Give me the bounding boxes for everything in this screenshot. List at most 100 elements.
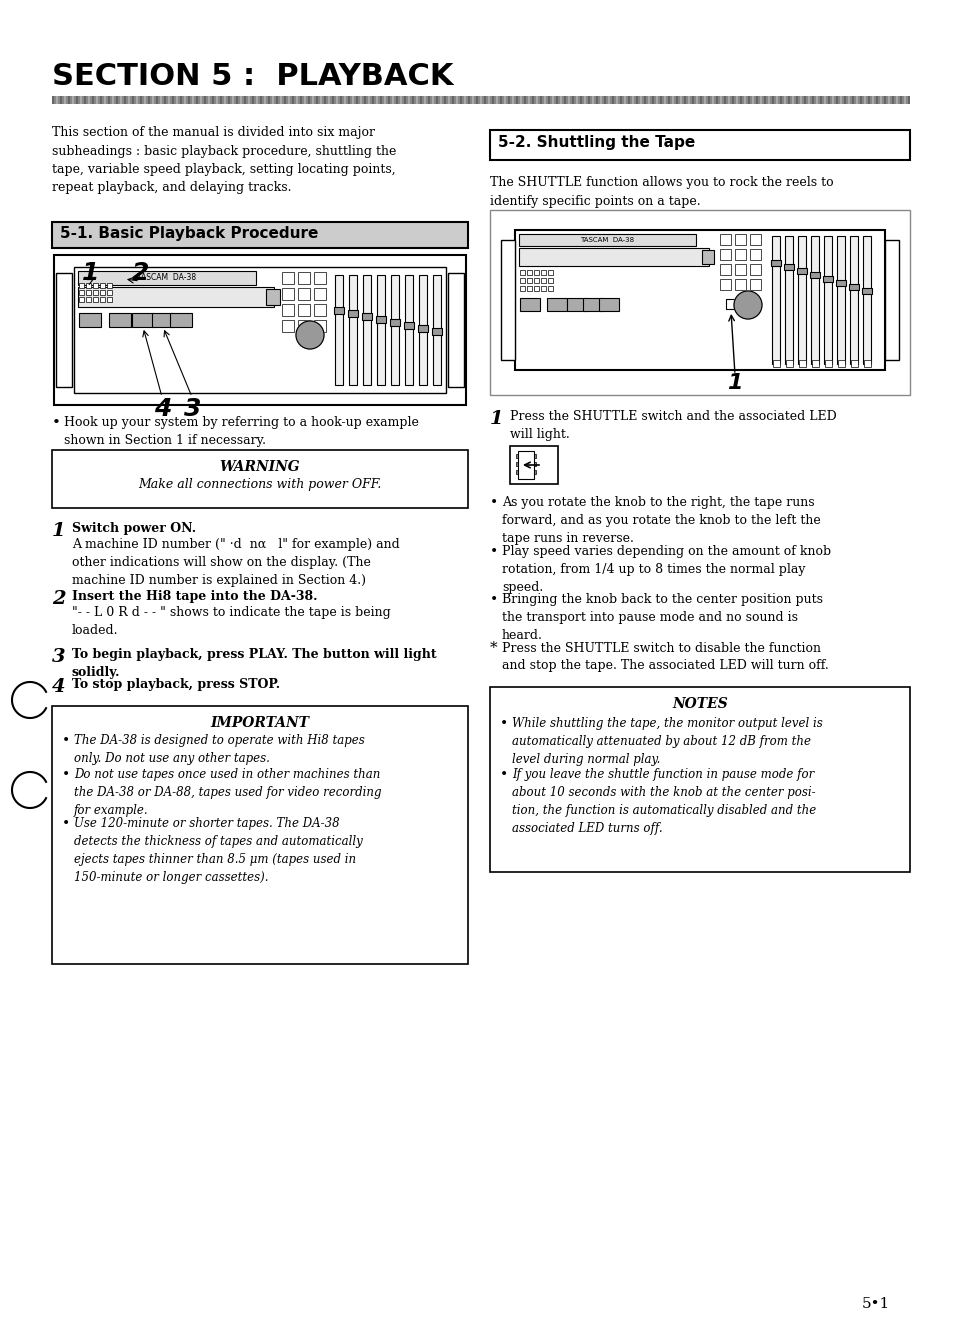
Bar — [859, 96, 862, 104]
Bar — [297, 320, 310, 332]
Bar — [696, 96, 698, 104]
Bar — [651, 96, 654, 104]
Bar — [519, 96, 521, 104]
Bar — [843, 96, 845, 104]
Bar — [492, 96, 494, 104]
Bar — [74, 266, 446, 394]
Bar — [734, 249, 745, 260]
Bar — [547, 96, 550, 104]
Bar — [86, 297, 91, 303]
Text: To stop playback, press STOP.: To stop playback, press STOP. — [71, 678, 280, 691]
Bar — [416, 96, 417, 104]
Bar — [836, 236, 844, 364]
Bar — [867, 96, 869, 104]
Bar — [272, 96, 274, 104]
Text: While shuttling the tape, the monitor output level is
automatically attenuated b: While shuttling the tape, the monitor ou… — [512, 716, 821, 766]
Bar — [596, 96, 598, 104]
Bar — [392, 96, 394, 104]
Bar — [731, 96, 733, 104]
Bar — [667, 96, 669, 104]
Bar — [282, 320, 294, 332]
Bar — [292, 96, 294, 104]
Text: "- - L 0 R d - - " shows to indicate the tape is being
loaded.: "- - L 0 R d - - " shows to indicate the… — [71, 607, 391, 637]
Bar — [136, 96, 138, 104]
Bar — [547, 270, 553, 274]
Bar — [192, 96, 193, 104]
Bar — [264, 96, 266, 104]
Bar — [152, 96, 153, 104]
Bar — [339, 96, 341, 104]
Bar — [518, 234, 696, 246]
Bar — [835, 96, 837, 104]
Text: Press the SHUTTLE switch to disable the function
and stop the tape. The associat: Press the SHUTTLE switch to disable the … — [501, 641, 828, 672]
Bar — [297, 288, 310, 300]
Bar — [552, 96, 554, 104]
Bar — [78, 287, 274, 307]
Bar — [507, 96, 510, 104]
Text: •: • — [62, 817, 71, 830]
Bar — [891, 96, 893, 104]
Bar — [288, 96, 290, 104]
Bar — [408, 96, 410, 104]
Bar — [734, 279, 745, 291]
Bar — [879, 96, 882, 104]
Bar — [563, 96, 565, 104]
Bar — [335, 96, 337, 104]
Bar — [100, 283, 105, 288]
Bar — [324, 96, 326, 104]
Bar — [687, 96, 689, 104]
Text: 1: 1 — [82, 261, 99, 285]
Text: •: • — [499, 769, 508, 782]
Bar — [534, 287, 538, 291]
Bar — [631, 96, 634, 104]
Bar — [295, 96, 297, 104]
Bar — [643, 96, 645, 104]
Bar — [282, 288, 294, 300]
Bar — [800, 96, 801, 104]
Bar — [743, 96, 745, 104]
Bar — [490, 210, 909, 395]
Bar — [52, 96, 54, 104]
Bar — [92, 297, 98, 303]
Bar — [375, 96, 377, 104]
Bar — [175, 96, 178, 104]
Bar — [260, 96, 262, 104]
Text: •: • — [490, 593, 497, 607]
Bar — [212, 96, 213, 104]
Bar — [235, 96, 237, 104]
Bar — [423, 96, 426, 104]
Bar — [96, 96, 98, 104]
Bar — [208, 96, 210, 104]
Bar — [810, 236, 818, 364]
Bar — [519, 279, 524, 283]
Bar — [195, 96, 198, 104]
Bar — [112, 96, 113, 104]
Bar — [308, 96, 310, 104]
Bar — [720, 234, 730, 245]
Bar — [215, 96, 218, 104]
Bar — [679, 96, 681, 104]
Bar — [54, 254, 465, 404]
Bar — [815, 96, 817, 104]
Bar — [559, 96, 561, 104]
Bar — [140, 96, 142, 104]
Bar — [79, 313, 101, 327]
Bar — [391, 274, 398, 386]
Bar — [156, 96, 158, 104]
Bar — [795, 96, 797, 104]
Bar — [388, 96, 390, 104]
Bar — [468, 96, 470, 104]
Bar — [647, 96, 649, 104]
Text: Press the SHUTTLE switch and the associated LED
will light.: Press the SHUTTLE switch and the associa… — [510, 410, 836, 441]
Bar — [448, 273, 463, 387]
Bar — [827, 96, 829, 104]
Bar — [88, 96, 90, 104]
Text: •: • — [499, 716, 508, 731]
Text: If you leave the shuttle function in pause mode for
about 10 seconds with the kn: If you leave the shuttle function in pau… — [512, 769, 816, 836]
Bar — [328, 96, 330, 104]
Bar — [335, 274, 343, 386]
Bar — [871, 96, 873, 104]
Bar — [837, 360, 844, 367]
Bar — [266, 289, 280, 305]
Bar — [128, 96, 130, 104]
